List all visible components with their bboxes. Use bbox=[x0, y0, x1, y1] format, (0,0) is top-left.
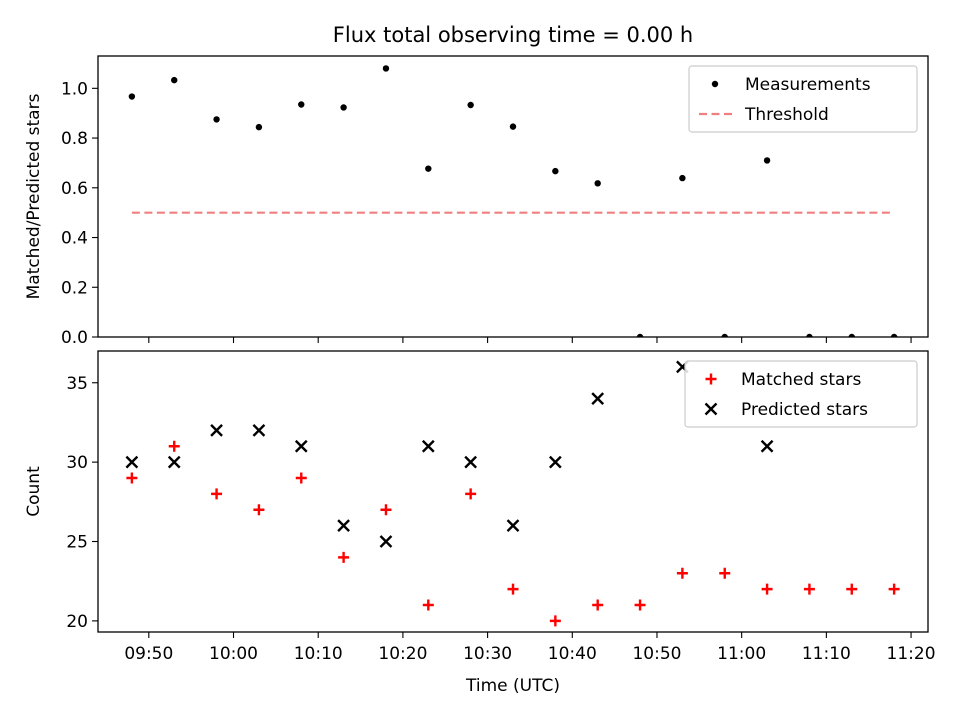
data-point bbox=[591, 392, 605, 405]
series-matched-stars bbox=[126, 440, 900, 627]
data-point bbox=[340, 104, 347, 111]
data-point bbox=[421, 439, 435, 453]
legend: Measurements Threshold bbox=[688, 65, 918, 133]
y-tick-label: 20 bbox=[66, 612, 88, 632]
data-point bbox=[890, 333, 898, 337]
legend-label: Measurements bbox=[745, 75, 871, 95]
data-point bbox=[382, 65, 390, 72]
data-point bbox=[507, 583, 519, 595]
data-point bbox=[509, 123, 517, 130]
y-axis-label: Matched/Predicted stars bbox=[24, 93, 44, 299]
legend-label: Predicted stars bbox=[741, 400, 868, 420]
legend-label: Threshold bbox=[744, 105, 829, 125]
x-tick-label: 10:10 bbox=[294, 644, 343, 664]
data-point bbox=[760, 439, 774, 453]
data-point bbox=[803, 583, 815, 595]
x-tick-label: 11:00 bbox=[717, 644, 766, 664]
data-point bbox=[761, 583, 773, 595]
legend-swatch bbox=[705, 373, 717, 385]
data-point bbox=[425, 165, 432, 172]
x-tick-label: 10:20 bbox=[378, 644, 427, 664]
plot-frame bbox=[97, 350, 929, 633]
data-point bbox=[592, 599, 604, 611]
data-point bbox=[552, 167, 559, 175]
data-point bbox=[167, 455, 181, 469]
data-point bbox=[548, 455, 562, 469]
data-point bbox=[298, 101, 305, 108]
data-point bbox=[338, 551, 350, 563]
legend-swatch bbox=[711, 80, 719, 88]
y-tick-label: 0.6 bbox=[61, 179, 88, 199]
x-tick-label: 10:00 bbox=[209, 644, 258, 664]
data-point bbox=[467, 101, 474, 109]
data-point bbox=[252, 424, 266, 437]
plot-frame bbox=[97, 55, 929, 338]
data-point bbox=[679, 174, 686, 182]
x-tick-label: 09:50 bbox=[124, 644, 173, 664]
bottom-panel-counts: 20 25 30 35 09:50 10:00 10:10 10:20 10:30 10:40 10… bbox=[24, 350, 936, 696]
legend-label: Matched stars bbox=[741, 370, 861, 390]
legend-frame bbox=[684, 360, 918, 428]
x-tick-label: 10:50 bbox=[632, 644, 681, 664]
top-panel-measurements: 0.0 0.2 0.4 0.6 0.8 1.0 Matched/Predicted star… bbox=[24, 55, 929, 348]
data-point bbox=[888, 583, 900, 595]
data-point bbox=[806, 333, 813, 337]
data-point bbox=[255, 123, 263, 131]
data-point bbox=[549, 615, 561, 627]
data-point bbox=[294, 439, 308, 453]
chart-title: Flux total observing time = 0.00 h bbox=[333, 23, 693, 47]
y-tick-label: 0.4 bbox=[61, 229, 88, 249]
data-point bbox=[213, 116, 220, 123]
data-point bbox=[636, 333, 644, 337]
series-measurements bbox=[128, 65, 898, 337]
x-tick-label: 11:10 bbox=[802, 644, 851, 664]
data-point bbox=[506, 519, 520, 532]
y-tick-label: 25 bbox=[66, 533, 88, 553]
data-point bbox=[337, 519, 350, 532]
data-point bbox=[848, 333, 855, 337]
data-point bbox=[465, 488, 477, 500]
x-tick-label: 10:30 bbox=[463, 644, 512, 664]
data-point bbox=[634, 599, 646, 611]
data-point bbox=[379, 535, 393, 548]
data-point bbox=[168, 440, 180, 452]
data-point bbox=[171, 76, 178, 84]
legend-swatch bbox=[704, 402, 718, 416]
data-point bbox=[126, 472, 138, 484]
y-tick-label: 0.8 bbox=[61, 129, 88, 149]
data-point bbox=[380, 504, 392, 516]
data-point bbox=[210, 424, 223, 437]
data-point bbox=[211, 488, 223, 500]
legend: Matched stars Predicted stars bbox=[684, 360, 918, 428]
data-point bbox=[464, 455, 478, 469]
data-point bbox=[676, 567, 688, 579]
data-point bbox=[846, 583, 858, 595]
data-point bbox=[253, 504, 265, 516]
series-predicted-stars bbox=[125, 360, 774, 548]
data-point bbox=[719, 567, 731, 579]
y-tick-label: 1.0 bbox=[61, 79, 88, 99]
y-tick-label: 0.2 bbox=[61, 278, 88, 298]
data-point bbox=[422, 599, 434, 611]
y-tick-label: 0.0 bbox=[61, 328, 88, 348]
data-point bbox=[594, 180, 601, 187]
data-point bbox=[128, 93, 136, 100]
data-point bbox=[295, 472, 307, 484]
y-tick-label: 30 bbox=[66, 453, 88, 473]
y-axis-label: Count bbox=[24, 466, 44, 517]
data-point bbox=[125, 455, 139, 469]
legend-frame bbox=[688, 65, 918, 133]
data-point bbox=[763, 157, 771, 164]
x-axis-label: Time (UTC) bbox=[465, 676, 560, 696]
x-tick-label: 10:40 bbox=[548, 644, 597, 664]
x-tick-label: 11:20 bbox=[887, 644, 936, 664]
y-tick-label: 35 bbox=[66, 374, 88, 394]
data-point bbox=[721, 333, 728, 337]
